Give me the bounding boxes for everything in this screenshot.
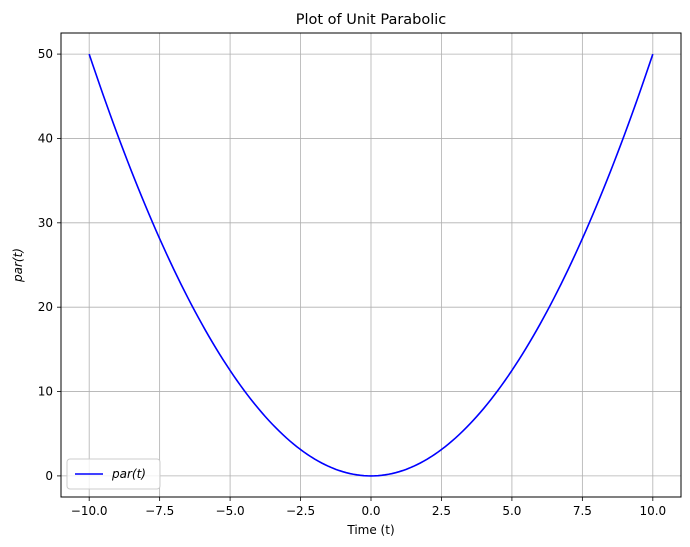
legend: par(t) [66, 458, 161, 490]
x-tick-label: 5.0 [502, 504, 521, 518]
x-tick-label: 7.5 [573, 504, 592, 518]
y-tick-label: 30 [38, 216, 53, 230]
series-layer [88, 53, 654, 477]
x-tick-label: 2.5 [432, 504, 451, 518]
y-tick-label: 40 [38, 131, 53, 145]
y-tick-label: 20 [38, 300, 53, 314]
legend-box [66, 458, 161, 490]
x-tick-label: 0.0 [361, 504, 380, 518]
y-tick-label: 10 [38, 385, 53, 399]
x-tick-label: −7.5 [145, 504, 174, 518]
x-axis-label: Time (t) [346, 523, 394, 537]
y-axis-label: par(t) [11, 248, 25, 283]
x-tick-label: −5.0 [216, 504, 245, 518]
y-tick-label: 0 [45, 469, 53, 483]
x-tick-label: −2.5 [286, 504, 315, 518]
x-tick-label: −10.0 [71, 504, 108, 518]
y-tick-label: 50 [38, 47, 53, 61]
ticks: −10.0 −7.5 −5.0 −2.5 0.0 2.5 5.0 7.5 10.0 0 10 20 30… [38, 47, 666, 518]
grid [61, 33, 681, 497]
legend-label: par(t) [111, 467, 146, 481]
chart-title: Plot of Unit Parabolic [296, 12, 447, 28]
series-line [88, 53, 654, 477]
x-tick-label: 10.0 [639, 504, 666, 518]
